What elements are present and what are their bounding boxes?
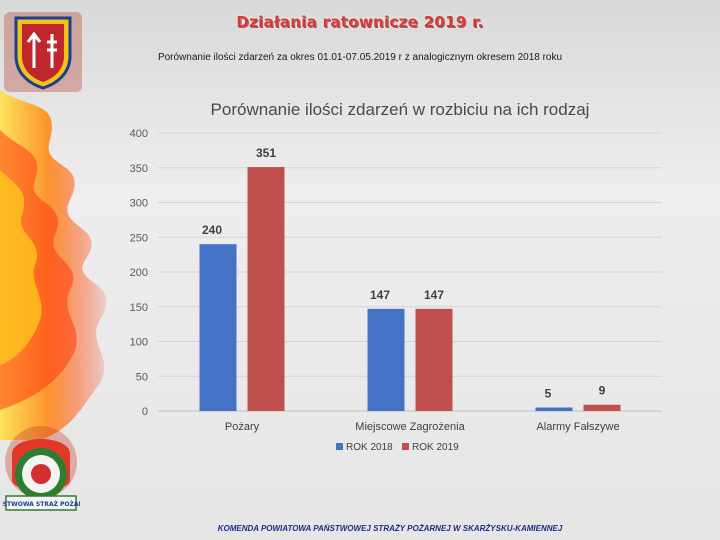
legend-label: ROK 2018 xyxy=(346,442,393,453)
bar-rok-2018 xyxy=(199,244,237,411)
page-subtitle: Porównanie ilości zdarzeń za okres 01.01… xyxy=(157,52,563,63)
x-tick-label: Miejscowe Zagrożenia xyxy=(355,421,465,433)
psp-logo: PAŃSTWOWA STRAŻ POŻARNA xyxy=(2,426,80,511)
bar-rok-2019 xyxy=(247,167,285,411)
y-tick-label: 400 xyxy=(130,128,148,140)
bar-rok-2018 xyxy=(367,308,405,411)
y-tick-label: 0 xyxy=(142,406,148,418)
legend-swatch xyxy=(402,443,409,450)
y-tick-label: 250 xyxy=(130,232,148,244)
legend-swatch xyxy=(336,443,343,450)
y-tick-label: 100 xyxy=(130,337,148,349)
data-label: 5 xyxy=(545,387,552,401)
y-tick-label: 150 xyxy=(130,302,148,314)
data-label: 147 xyxy=(424,288,444,302)
county-crest-logo xyxy=(4,12,82,92)
x-tick-label: Pożary xyxy=(225,421,260,433)
chart-title: Porównanie ilości zdarzeń w rozbiciu na … xyxy=(210,100,590,119)
legend-label: ROK 2019 xyxy=(412,442,459,453)
y-tick-label: 350 xyxy=(130,163,148,175)
x-tick-label: Alarmy Fałszywe xyxy=(536,421,619,433)
footer-text: KOMENDA POWIATOWA PAŃSTWOWEJ STRAŻY POŻA… xyxy=(217,524,563,533)
data-label: 351 xyxy=(256,146,276,160)
y-tick-label: 200 xyxy=(130,267,148,279)
page-title: Działania ratownicze 2019 r. xyxy=(236,13,484,31)
y-tick-label: 300 xyxy=(130,198,148,210)
data-label: 147 xyxy=(370,288,390,302)
psp-logo-text: PAŃSTWOWA STRAŻ POŻARNA xyxy=(2,500,80,508)
y-tick-label: 50 xyxy=(136,371,148,383)
flame-shape xyxy=(0,170,42,365)
bar-rok-2018 xyxy=(535,407,573,411)
data-label: 240 xyxy=(202,223,222,237)
data-label: 9 xyxy=(599,384,606,398)
bar-rok-2019 xyxy=(415,308,453,411)
bar-rok-2019 xyxy=(583,404,621,411)
